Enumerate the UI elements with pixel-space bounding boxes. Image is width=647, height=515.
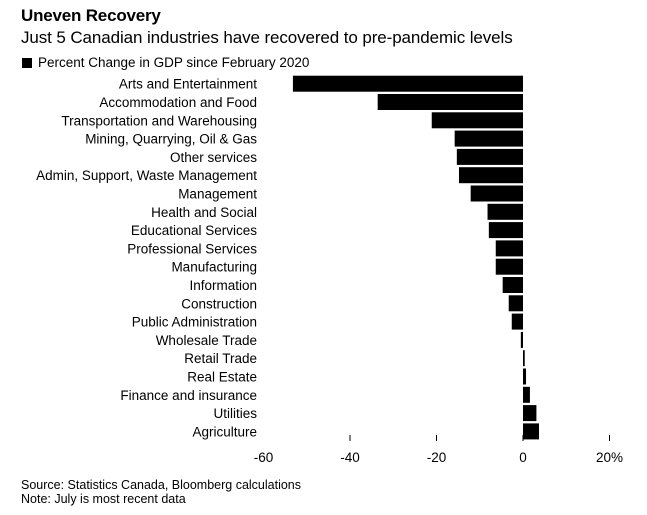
category-label: Retail Trade (184, 351, 257, 366)
x-tick-label: 20% (596, 450, 623, 465)
category-label: Public Administration (132, 315, 257, 330)
bar (523, 386, 530, 403)
category-label: Management (178, 187, 257, 202)
category-label: Real Estate (187, 370, 257, 385)
category-label: Agriculture (192, 424, 257, 439)
category-label: Accommodation and Food (99, 95, 257, 110)
x-tick-label: -60 (254, 450, 274, 465)
bar (508, 295, 523, 312)
category-label: Wholesale Trade (156, 333, 257, 348)
legend-swatch (22, 57, 32, 68)
category-label: Health and Social (151, 205, 257, 220)
bar (458, 167, 523, 184)
category-label: Educational Services (131, 223, 257, 238)
category-label: Other services (170, 150, 257, 165)
x-tick-label: -20 (427, 450, 447, 465)
legend-label: Percent Change in GDP since February 202… (38, 55, 310, 70)
category-label: Mining, Quarrying, Oil & Gas (85, 132, 257, 147)
bar (377, 94, 523, 110)
category-label: Professional Services (127, 241, 257, 256)
category-label: Information (189, 278, 257, 293)
chart-subtitle: Just 5 Canadian industries have recovere… (21, 28, 513, 47)
bar (523, 423, 540, 440)
bar (511, 313, 523, 330)
bar (456, 148, 523, 165)
bar (470, 185, 523, 202)
category-label: Arts and Entertainment (119, 77, 257, 92)
category-label: Manufacturing (171, 260, 257, 275)
bar (488, 222, 523, 239)
legend: Percent Change in GDP since February 202… (22, 55, 309, 70)
category-labels: Arts and Entertainment Accommodation and … (36, 77, 257, 440)
bar (523, 350, 525, 367)
chart-title: Uneven Recovery (21, 6, 161, 25)
data-note: Note: July is most recent data (21, 492, 186, 506)
bar (454, 130, 523, 147)
bar (487, 203, 523, 220)
bar (495, 240, 523, 257)
category-label: Admin, Support, Waste Management (36, 168, 257, 183)
bar (523, 405, 537, 422)
category-label: Transportation and Warehousing (61, 113, 257, 128)
category-label: Utilities (213, 406, 257, 421)
category-label: Construction (181, 296, 257, 311)
bars (292, 75, 540, 440)
x-axis-ticks (349, 435, 610, 441)
x-tick-label: -40 (340, 450, 360, 465)
bar (523, 368, 527, 385)
x-axis-tick-labels: -60 -40 -20 0 20% (254, 450, 623, 465)
bar (292, 75, 523, 92)
bar (431, 112, 523, 129)
source-note: Source: Statistics Canada, Bloomberg cal… (21, 478, 302, 492)
bar (502, 277, 523, 293)
bar (520, 331, 523, 348)
category-label: Finance and insurance (120, 388, 257, 403)
bar (495, 258, 523, 275)
x-tick-label: 0 (519, 450, 527, 465)
